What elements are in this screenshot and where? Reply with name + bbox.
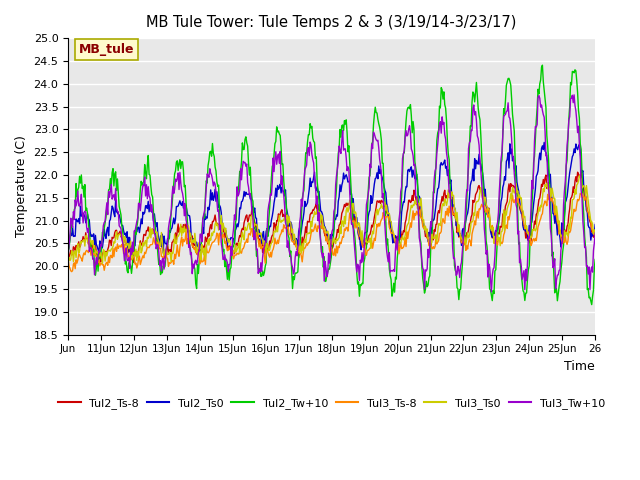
- Tul2_Tw+10: [303, 151, 310, 156]
- Tul3_Ts0: [99, 261, 106, 266]
- Tul2_Ts-8: [64, 252, 72, 258]
- Tul3_Ts0: [462, 242, 470, 248]
- Tul3_Ts-8: [64, 256, 72, 262]
- Tul3_Ts-8: [577, 191, 584, 196]
- Tul3_Ts-8: [376, 223, 383, 229]
- Tul3_Ts-8: [201, 251, 209, 257]
- Tul2_Tw+10: [539, 62, 547, 68]
- Tul2_Ts0: [376, 170, 383, 176]
- Tul2_Ts-8: [303, 218, 311, 224]
- Tul2_Ts-8: [129, 260, 137, 265]
- X-axis label: Time: Time: [564, 360, 595, 373]
- Tul3_Tw+10: [416, 240, 424, 245]
- Tul2_Ts0: [417, 204, 425, 210]
- Tul3_Ts-8: [68, 269, 76, 275]
- Tul2_Ts-8: [201, 244, 209, 250]
- Tul2_Ts-8: [417, 214, 425, 219]
- Tul2_Ts0: [201, 211, 209, 216]
- Tul3_Ts0: [417, 195, 425, 201]
- Line: Tul2_Ts-8: Tul2_Ts-8: [68, 172, 595, 263]
- Title: MB Tule Tower: Tule Temps 2 & 3 (3/19/14-3/23/17): MB Tule Tower: Tule Temps 2 & 3 (3/19/14…: [147, 15, 517, 30]
- Tul3_Ts0: [159, 239, 166, 244]
- Tul3_Ts-8: [591, 233, 599, 239]
- Tul2_Ts0: [591, 222, 599, 228]
- Tul3_Tw+10: [591, 230, 599, 236]
- Tul2_Ts-8: [159, 245, 166, 251]
- Y-axis label: Temperature (C): Temperature (C): [15, 135, 28, 237]
- Tul3_Ts0: [591, 231, 599, 237]
- Tul3_Ts0: [575, 173, 583, 179]
- Tul2_Tw+10: [64, 248, 72, 254]
- Tul2_Tw+10: [591, 257, 599, 263]
- Tul2_Ts0: [462, 217, 470, 223]
- Tul3_Tw+10: [461, 217, 469, 223]
- Tul2_Tw+10: [157, 269, 165, 275]
- Line: Tul2_Tw+10: Tul2_Tw+10: [68, 65, 595, 305]
- Line: Tul3_Tw+10: Tul3_Tw+10: [68, 95, 595, 292]
- Tul2_Ts0: [64, 238, 72, 243]
- Tul3_Tw+10: [157, 268, 165, 274]
- Tul2_Ts0: [303, 200, 311, 206]
- Tul2_Ts-8: [462, 237, 470, 243]
- Tul3_Tw+10: [64, 252, 72, 258]
- Tul2_Tw+10: [461, 228, 469, 233]
- Tul2_Ts-8: [577, 169, 585, 175]
- Tul3_Ts0: [303, 230, 311, 236]
- Tul2_Ts0: [540, 140, 548, 145]
- Tul3_Tw+10: [488, 289, 495, 295]
- Text: MB_tule: MB_tule: [79, 43, 134, 56]
- Line: Tul2_Ts0: Tul2_Ts0: [68, 143, 595, 253]
- Tul3_Ts-8: [462, 248, 470, 253]
- Tul2_Ts0: [127, 251, 134, 256]
- Tul2_Ts-8: [376, 198, 383, 204]
- Tul3_Ts0: [64, 258, 72, 264]
- Tul3_Tw+10: [375, 145, 383, 151]
- Tul3_Ts0: [376, 205, 383, 211]
- Tul2_Tw+10: [375, 121, 383, 127]
- Tul3_Tw+10: [303, 162, 310, 168]
- Tul3_Tw+10: [570, 92, 578, 98]
- Tul3_Ts-8: [303, 242, 311, 248]
- Tul2_Tw+10: [200, 214, 207, 219]
- Tul3_Tw+10: [200, 212, 207, 218]
- Tul3_Ts-8: [159, 254, 166, 260]
- Line: Tul3_Ts0: Tul3_Ts0: [68, 176, 595, 264]
- Tul2_Tw+10: [416, 236, 424, 242]
- Tul3_Ts0: [201, 245, 209, 251]
- Tul2_Ts-8: [591, 231, 599, 237]
- Tul2_Ts0: [159, 231, 166, 237]
- Legend: Tul2_Ts-8, Tul2_Ts0, Tul2_Tw+10, Tul3_Ts-8, Tul3_Ts0, Tul3_Tw+10: Tul2_Ts-8, Tul2_Ts0, Tul2_Tw+10, Tul3_Ts…: [54, 394, 609, 413]
- Line: Tul3_Ts-8: Tul3_Ts-8: [68, 193, 595, 272]
- Tul3_Ts-8: [417, 215, 425, 221]
- Tul2_Tw+10: [588, 302, 596, 308]
